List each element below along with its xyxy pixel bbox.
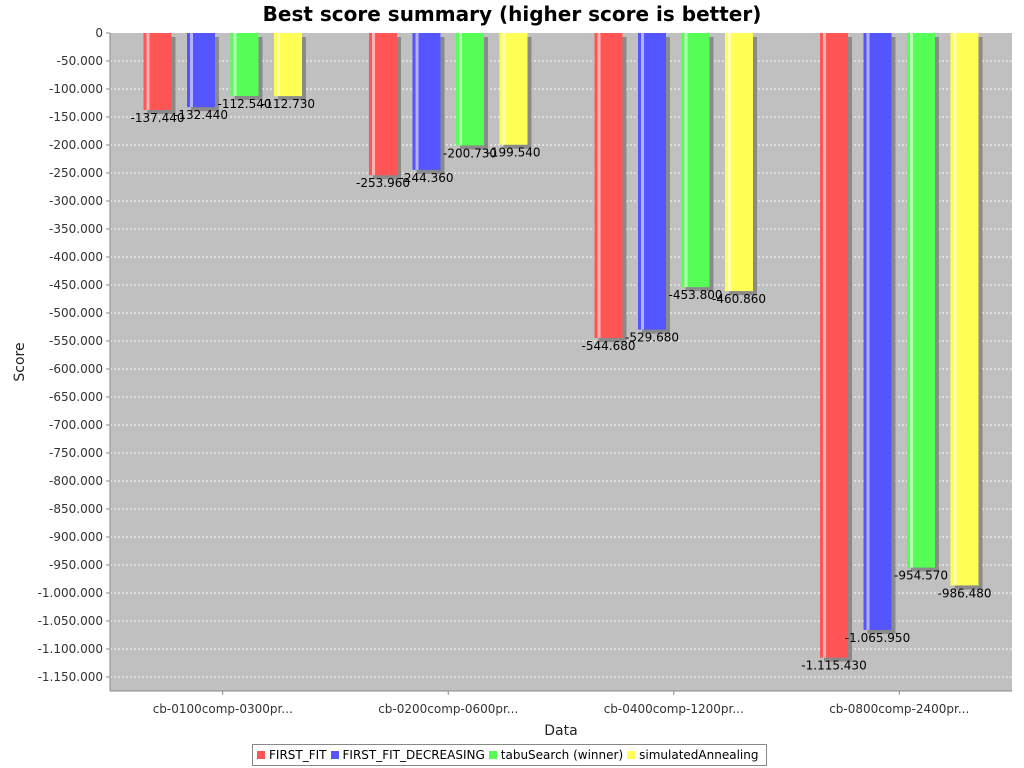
legend-label: FIRST_FIT <box>269 748 327 762</box>
bar-highlight <box>684 33 688 288</box>
legend-swatch <box>488 751 497 759</box>
y-tick-label: -1.100.000 <box>38 642 103 656</box>
x-tick-label: cb-0100comp-0300pr... <box>153 702 293 716</box>
y-tick-label: -800.000 <box>49 474 103 488</box>
value-label: -1.065.950 <box>845 631 910 645</box>
y-tick-label: -600.000 <box>49 362 103 376</box>
bar-highlight <box>415 33 419 170</box>
value-label: -112.730 <box>261 97 315 111</box>
y-tick-label: -400.000 <box>49 250 103 264</box>
bars <box>143 33 983 662</box>
x-tick-label: cb-0200comp-0600pr... <box>378 702 518 716</box>
y-tick-label: -1.000.000 <box>38 586 103 600</box>
y-axis-ticks: 0 -50.000 -100.000 -150.000 -200.000 -250.000… <box>38 26 110 684</box>
bar-highlight <box>597 33 601 339</box>
value-label: -253.960 <box>356 176 410 190</box>
y-tick-label: -300.000 <box>49 194 103 208</box>
legend-swatch <box>627 751 636 759</box>
bar-highlight <box>502 33 506 145</box>
bar-highlight <box>910 33 913 568</box>
value-labels: -137.440-132.440-112.540-112.730 -253.960… <box>131 97 992 673</box>
value-label: -986.480 <box>938 586 992 600</box>
legend-label: FIRST_FIT_DECREASING <box>342 748 485 762</box>
legend-item: tabuSearch (winner) <box>488 748 624 762</box>
y-tick-label: -850.000 <box>49 502 103 516</box>
value-label: -1.115.430 <box>801 659 866 673</box>
bar-highlight <box>641 33 644 330</box>
bar-highlight <box>277 33 280 97</box>
legend-swatch <box>330 751 339 759</box>
y-tick-label: -50.000 <box>57 54 103 68</box>
value-label: -112.540 <box>218 97 272 111</box>
legend-item: simulatedAnnealing <box>627 748 758 762</box>
bar-highlight <box>459 33 462 146</box>
bar-highlight <box>233 33 237 97</box>
y-tick-label: -450.000 <box>49 278 103 292</box>
value-label: -244.360 <box>400 171 454 185</box>
y-tick-label: -100.000 <box>49 82 103 96</box>
x-axis-title: Data <box>544 723 577 739</box>
value-label: -460.860 <box>712 292 766 306</box>
y-tick-label: -650.000 <box>49 390 103 404</box>
bar-chart: 0 -50.000 -100.000 -150.000 -200.000 -250.000… <box>12 26 1012 739</box>
y-tick-label: -750.000 <box>49 446 103 460</box>
x-tick-label: cb-0800comp-2400pr... <box>829 702 969 716</box>
y-tick-label: -900.000 <box>49 530 103 544</box>
bar-highlight <box>728 33 731 292</box>
y-tick-label: -1.050.000 <box>38 614 103 628</box>
value-label: -200.730 <box>443 146 497 160</box>
value-label: -529.680 <box>625 331 679 345</box>
legend-item: FIRST_FIT_DECREASING <box>330 748 485 762</box>
value-label: -137.440 <box>131 111 185 125</box>
y-tick-label: 0 <box>95 26 103 40</box>
plot-background <box>110 33 1012 691</box>
legend-swatch <box>257 751 265 759</box>
x-tick-label: cb-0400comp-1200pr... <box>604 702 744 716</box>
y-tick-label: -700.000 <box>49 418 103 432</box>
y-tick-label: -1.150.000 <box>38 670 103 684</box>
bar-highlight <box>146 33 150 110</box>
bar-highlight <box>823 33 826 658</box>
bar-highlight <box>953 33 957 586</box>
bar-highlight <box>866 33 870 630</box>
value-label: -544.680 <box>582 339 636 353</box>
value-label: -954.570 <box>894 569 948 583</box>
y-tick-label: -150.000 <box>49 110 103 124</box>
legend: FIRST_FIT FIRST_FIT_DECREASING tabuSearch … <box>252 744 768 766</box>
chart-title: Best score summary (higher score is bett… <box>262 2 762 26</box>
y-tick-label: -950.000 <box>49 558 103 572</box>
value-label: -132.440 <box>174 108 228 122</box>
y-tick-label: -200.000 <box>49 138 103 152</box>
legend-label: simulatedAnnealing <box>639 748 759 762</box>
value-label: -453.800 <box>669 288 723 302</box>
bar-highlight <box>190 33 193 108</box>
y-tick-label: -500.000 <box>49 306 103 320</box>
legend-label: tabuSearch (winner) <box>500 748 624 762</box>
bar-highlight <box>372 33 375 176</box>
y-tick-label: -250.000 <box>49 166 103 180</box>
y-tick-label: -350.000 <box>49 222 103 236</box>
y-axis-title: Score <box>12 342 28 381</box>
y-tick-label: -550.000 <box>49 334 103 348</box>
x-axis-ticks: cb-0100comp-0300pr... cb-0200comp-0600pr.… <box>153 691 969 716</box>
legend-item: FIRST_FIT <box>257 748 327 762</box>
value-label: -199.540 <box>487 146 541 160</box>
